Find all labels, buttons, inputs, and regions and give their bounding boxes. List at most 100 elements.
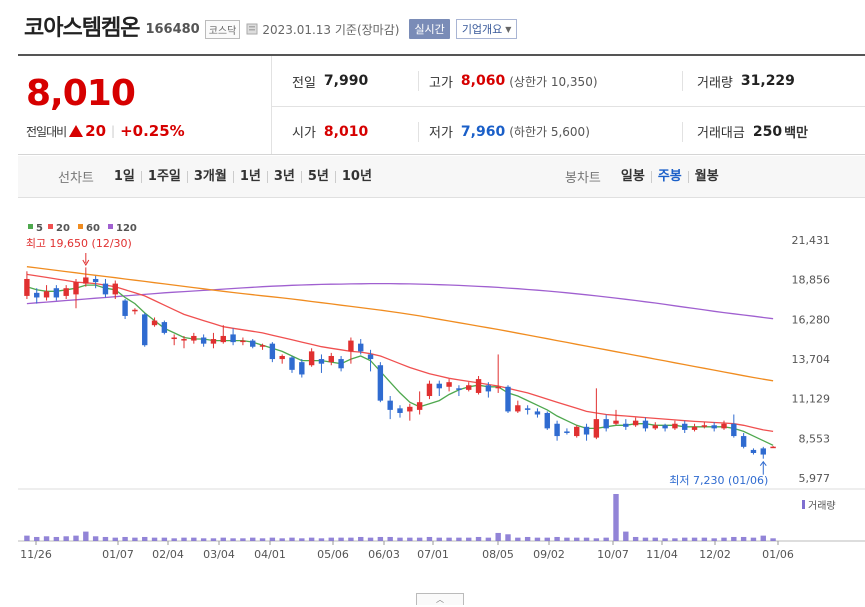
candle-body (367, 354, 374, 360)
company-overview-button[interactable]: 기업개요 ▼ (455, 19, 518, 39)
candle-body (485, 385, 492, 392)
volume-bar (397, 537, 403, 541)
volume-bar (73, 535, 79, 541)
volume-value: 31,229 (740, 73, 795, 89)
candle-body (348, 340, 354, 352)
stats-grid: 전일 7,990 고가 8,060 (상한가 10,350) 거래량 31,22… (272, 56, 865, 154)
volume-bar (151, 537, 158, 541)
volume-bar (63, 536, 69, 541)
company-overview-label: 기업개요 (461, 23, 503, 36)
volume-bar (731, 536, 737, 541)
candle-body (220, 335, 226, 343)
volume-bar (652, 537, 658, 541)
prev-close-label: 전일 (292, 75, 316, 91)
period-3y[interactable]: 3년 (266, 170, 301, 183)
volume-bar (318, 538, 325, 541)
divider: | (111, 124, 116, 138)
candle-body (181, 339, 187, 341)
volume-bar (259, 538, 266, 541)
open-value: 8,010 (323, 123, 369, 140)
candle-body (544, 412, 550, 429)
candle-body (377, 365, 384, 401)
period-1d[interactable]: 1일 (113, 168, 135, 184)
candle-body (92, 278, 99, 283)
high-annotation: 최고 19,650 (12/30) (26, 237, 132, 250)
volume-bar (436, 537, 442, 541)
legend-label-5: 5 (36, 223, 43, 234)
candle-body (672, 423, 678, 429)
ma120-line (26, 282, 774, 320)
volume-label: 거래량 (697, 75, 733, 91)
realtime-button[interactable]: 실시간 (409, 19, 450, 39)
candle-body (721, 423, 727, 429)
price-chart[interactable]: 5 20 60 120 21,431 18,856 16,280 13,704 11,129 8,… (18, 198, 865, 607)
volume-bar (250, 537, 256, 541)
candle-body (691, 426, 698, 430)
amount-unit: 백만 (784, 126, 808, 141)
high-arrow-head (82, 259, 90, 266)
x-tick-label: 07/01 (417, 548, 449, 561)
volume-bar (279, 538, 285, 541)
volume-bar (426, 536, 433, 541)
volume-bar (642, 537, 649, 541)
collapse-button[interactable]: ︿ (416, 593, 464, 605)
volume-bar (92, 536, 99, 541)
x-tick-label: 04/01 (254, 548, 286, 561)
candle-monthly[interactable]: 월봉 (687, 170, 725, 183)
open-label: 시가 (292, 126, 316, 141)
high-value: 8,060 (460, 73, 506, 89)
volume-bar (475, 536, 482, 541)
y-tick-label: 8,553 (799, 432, 831, 445)
prev-close-cell: 전일 7,990 (272, 72, 418, 91)
y-tick-label: 21,431 (792, 234, 831, 247)
volume-cell: 거래량 31,229 (682, 71, 865, 91)
volume-bar (358, 536, 364, 541)
low-cell: 저가 7,960 (하한가 5,600) (418, 121, 682, 142)
y-tick-label: 18,856 (792, 274, 831, 287)
candle-body (770, 446, 776, 449)
candle-body (151, 320, 158, 326)
volume-bar (407, 537, 413, 541)
candle-weekly[interactable]: 주봉 (650, 170, 688, 183)
period-10y[interactable]: 10년 (334, 170, 378, 183)
period-5y[interactable]: 5년 (300, 170, 335, 183)
volume-bar (574, 537, 580, 541)
volume-bar (24, 535, 30, 541)
candle-daily[interactable]: 일봉 (620, 168, 645, 184)
chevron-up-icon: ︿ (436, 595, 444, 604)
period-1y[interactable]: 1년 (232, 170, 267, 183)
candle-body (583, 426, 590, 435)
candle-body (701, 425, 708, 427)
candle-body (102, 283, 109, 295)
line-chart-label: 선차트 (58, 171, 94, 186)
volume-bar (554, 536, 560, 541)
candle-body (289, 357, 295, 370)
x-tick-label: 09/02 (533, 548, 565, 561)
period-3m[interactable]: 3개월 (186, 170, 233, 183)
volume-bar (672, 538, 678, 541)
volume-bar (623, 531, 629, 541)
amount-cell: 거래대금 250 백만 (682, 121, 865, 142)
candle-body (515, 405, 521, 412)
volume-bar (240, 538, 246, 541)
candle-body (436, 383, 442, 389)
volume-bar (701, 537, 708, 541)
volume-bar (583, 537, 590, 541)
candle-body (318, 359, 325, 364)
volume-bar (83, 531, 89, 541)
market-badge: 코스닥 (204, 19, 241, 39)
low-annotation: 최저 7,230 (01/06) (669, 474, 768, 487)
x-tick-label: 05/06 (317, 548, 349, 561)
candle-body (240, 340, 246, 343)
volume-bar (220, 537, 226, 541)
candle-body (132, 309, 138, 312)
line-chart-options: 선차트 1일 1주일 3개월 1년 3년 5년 10년 (18, 167, 538, 187)
change-percent: +0.25% (120, 122, 185, 140)
period-1w[interactable]: 1주일 (140, 170, 187, 183)
volume-bar (466, 537, 472, 541)
candle-body (171, 337, 177, 340)
volume-bar (495, 532, 501, 541)
candle-body (112, 283, 118, 295)
low-label: 저가 (429, 126, 453, 141)
legend-label-20: 20 (56, 223, 70, 234)
